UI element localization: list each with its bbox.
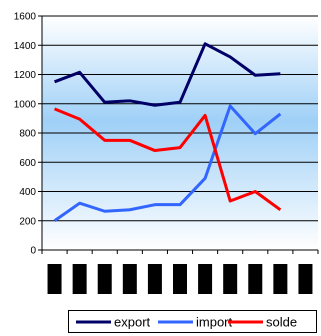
y-tick-label: 1200 (14, 70, 37, 81)
x-tick-label (147, 264, 162, 294)
y-tick-label: 800 (19, 129, 36, 140)
x-tick-label (248, 264, 263, 294)
legend-label-import: import (196, 315, 233, 330)
y-tick-label: 1000 (14, 99, 37, 110)
x-tick-label (97, 264, 112, 294)
series-line-import (53, 104, 282, 222)
x-tick-label (198, 264, 213, 294)
x-tick-label (47, 264, 62, 294)
x-tick-label (273, 264, 288, 294)
y-tick-label: 200 (19, 216, 36, 227)
legend-label-solde: solde (266, 315, 297, 330)
series-lines (53, 42, 282, 222)
x-tick-label (72, 264, 87, 294)
series-line-solde (53, 107, 282, 211)
y-tick-label: 600 (19, 158, 36, 169)
y-tick-label: 0 (30, 246, 36, 257)
series-line-export (54, 42, 281, 107)
y-tick-label: 1600 (14, 12, 37, 23)
y-axis: 0 200 400 600 800 1000 1200 1400 1600 (14, 12, 43, 257)
x-tick-label (122, 264, 137, 294)
x-axis (41, 250, 319, 294)
y-tick-label: 1400 (14, 41, 37, 52)
x-tick-label (298, 264, 313, 294)
legend: export import solde (68, 310, 317, 333)
legend-label-export: export (114, 315, 151, 330)
y-tick-label: 400 (19, 187, 36, 198)
x-tick-label (223, 264, 238, 294)
x-tick-label (173, 264, 187, 294)
